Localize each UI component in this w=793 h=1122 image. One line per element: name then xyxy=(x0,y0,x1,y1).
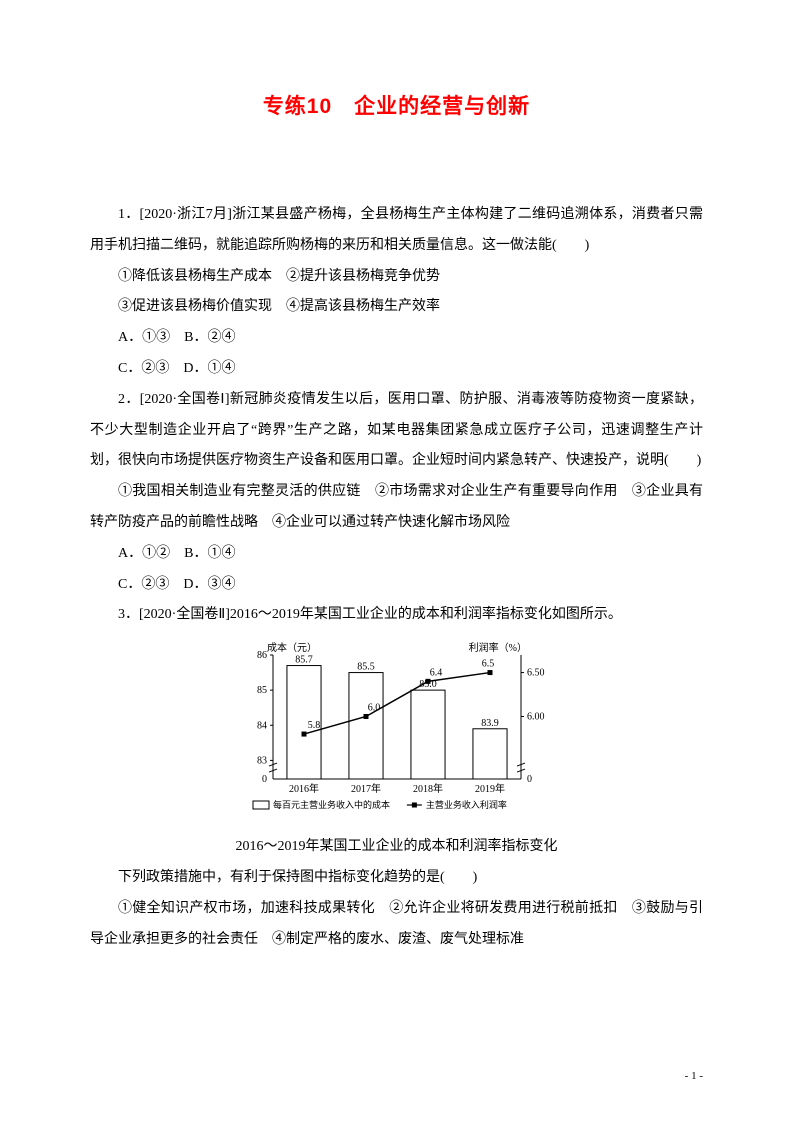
svg-text:6.4: 6.4 xyxy=(429,668,442,679)
document-title: 专练10 企业的经营与创新 xyxy=(90,90,703,120)
cost-profit-chart: 成本（元） 利润率（%） 86 85 84 83 0 6.50 6.00 0 85.7 2016年 85… xyxy=(227,639,567,819)
svg-text:6.5: 6.5 xyxy=(481,659,494,670)
q2-choice-row2: C．②③ D．③④ xyxy=(90,570,703,601)
svg-text:2016年: 2016年 xyxy=(289,782,319,795)
q1-options-line1: ①降低该县杨梅生产成本 ②提升该县杨梅竞争优势 xyxy=(90,262,703,293)
q2-options: ①我国相关制造业有完整灵活的供应链 ②市场需求对企业生产有重要导向作用 ③企业具… xyxy=(90,477,703,539)
svg-text:2019年: 2019年 xyxy=(475,782,505,795)
svg-text:利润率（%）: 利润率（%） xyxy=(468,641,526,654)
svg-text:2017年: 2017年 xyxy=(351,782,381,795)
q1-choice-row2: C．②③ D．①④ xyxy=(90,354,703,385)
svg-text:成本（元）: 成本（元） xyxy=(267,641,317,654)
q3-options: ①健全知识产权市场，加速科技成果转化 ②允许企业将研发费用进行税前抵扣 ③鼓励与… xyxy=(90,894,703,956)
svg-text:86: 86 xyxy=(257,650,267,661)
svg-text:每百元主营业务收入中的成本: 每百元主营业务收入中的成本 xyxy=(273,799,390,810)
q3-stem: 3．[2020·全国卷Ⅱ]2016～2019年某国工业企业的成本和利润率指标变化… xyxy=(90,600,703,631)
svg-text:2018年: 2018年 xyxy=(413,782,443,795)
chart-container: 成本（元） 利润率（%） 86 85 84 83 0 6.50 6.00 0 85.7 2016年 85… xyxy=(90,639,703,824)
page: 专练10 企业的经营与创新 1．[2020·浙江7月]浙江某县盛产杨梅，全县杨梅… xyxy=(0,0,793,1122)
svg-text:84: 84 xyxy=(257,720,267,731)
svg-text:85.5: 85.5 xyxy=(357,662,375,673)
svg-text:主营业务收入利润率: 主营业务收入利润率 xyxy=(425,799,506,810)
svg-text:85: 85 xyxy=(257,685,267,696)
q1-choice-row1: A．①③ B．②④ xyxy=(90,323,703,354)
svg-text:5.8: 5.8 xyxy=(307,720,320,731)
svg-text:6.00: 6.00 xyxy=(527,712,545,723)
svg-text:6.50: 6.50 xyxy=(527,668,545,679)
svg-text:83: 83 xyxy=(257,756,267,767)
q2-stem: 2．[2020·全国卷Ⅰ]新冠肺炎疫情发生以后，医用口罩、防护服、消毒液等防疫物… xyxy=(90,385,703,477)
svg-text:6.0: 6.0 xyxy=(367,703,380,714)
page-number: - 1 - xyxy=(685,1070,703,1082)
chart-caption: 2016～2019年某国工业企业的成本和利润率指标变化 xyxy=(90,832,703,863)
svg-text:0: 0 xyxy=(527,774,532,785)
q3-follow: 下列政策措施中，有利于保持图中指标变化趋势的是( ) xyxy=(90,863,703,894)
q2-choice-row1: A．①② B．①④ xyxy=(90,539,703,570)
svg-text:0: 0 xyxy=(262,774,267,785)
svg-text:85.7: 85.7 xyxy=(295,655,313,666)
svg-text:83.9: 83.9 xyxy=(481,718,499,729)
q1-stem: 1．[2020·浙江7月]浙江某县盛产杨梅，全县杨梅生产主体构建了二维码追溯体系… xyxy=(90,200,703,262)
q1-options-line2: ③促进该县杨梅价值实现 ④提高该县杨梅生产效率 xyxy=(90,292,703,323)
